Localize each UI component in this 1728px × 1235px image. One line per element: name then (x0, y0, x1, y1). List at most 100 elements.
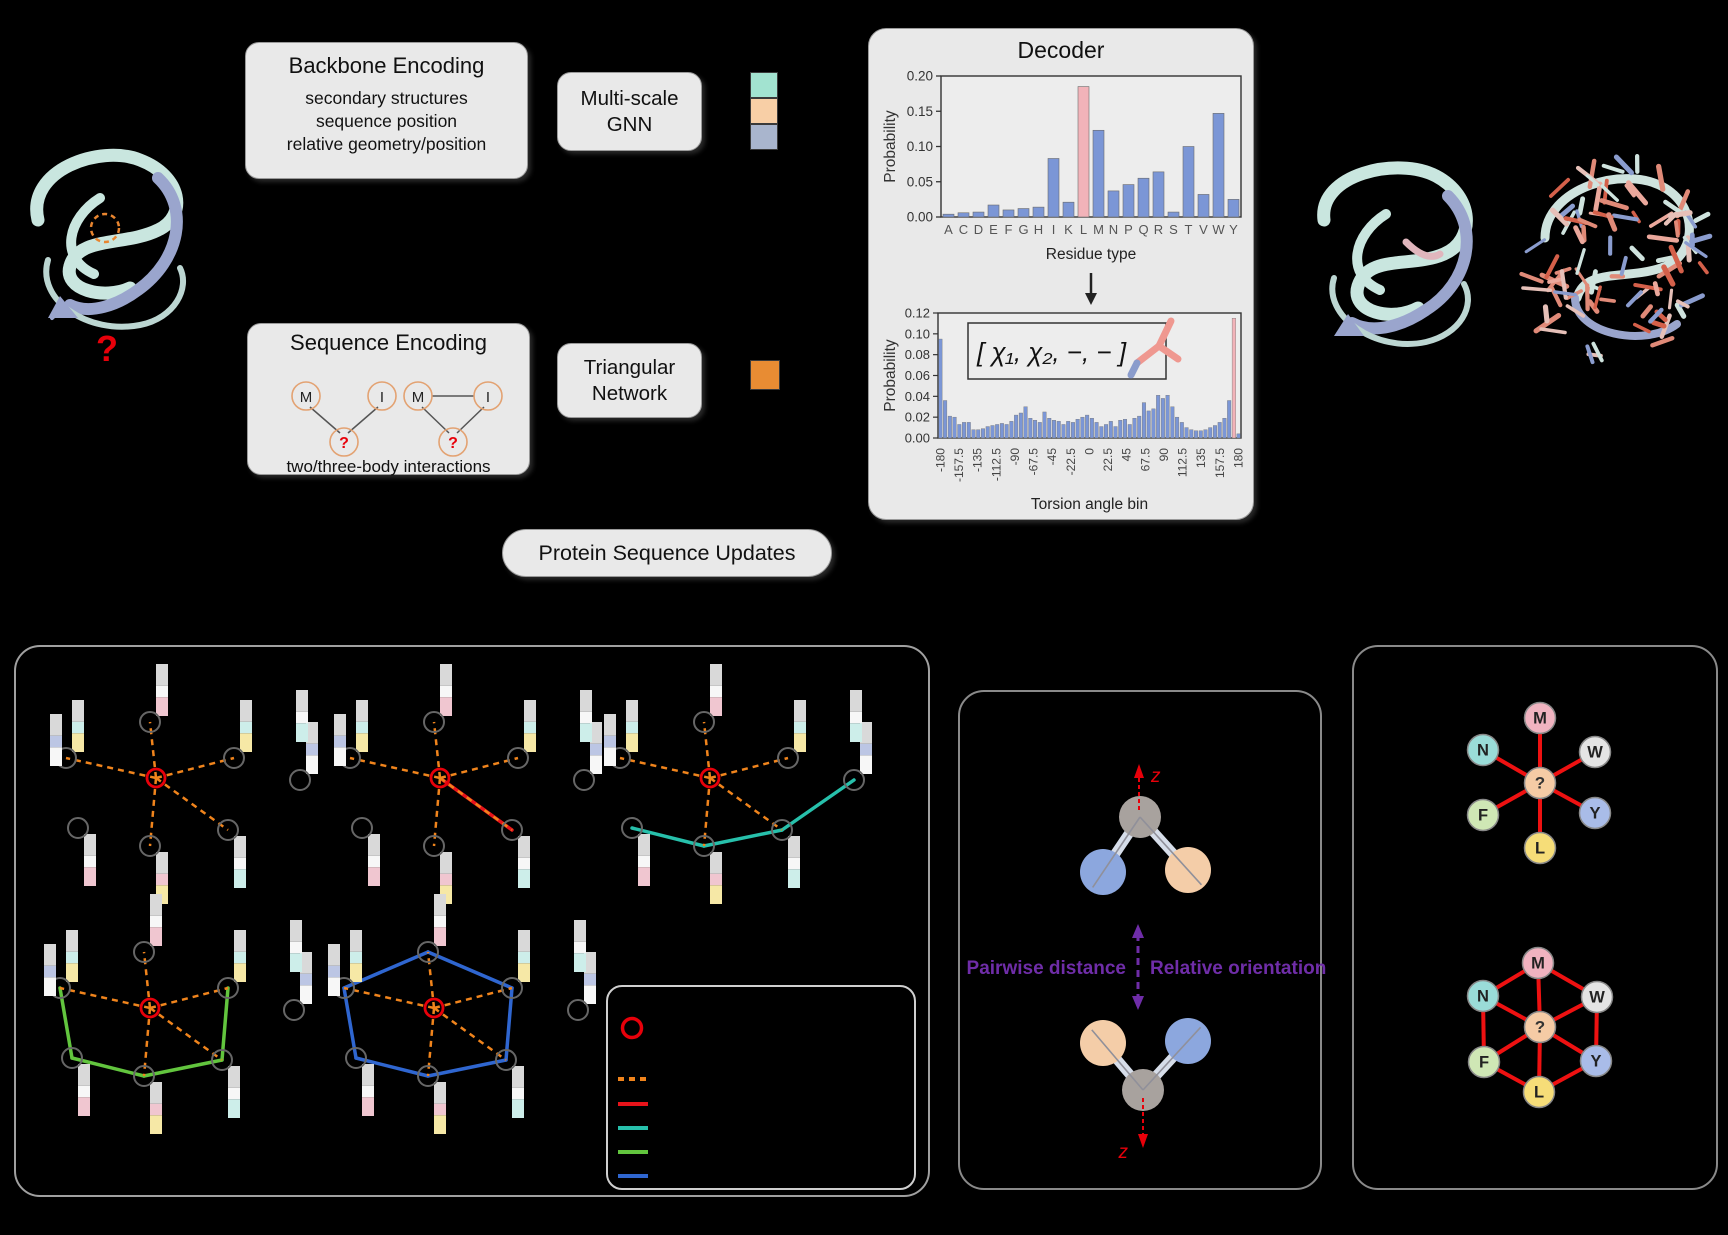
atom-stick (1651, 320, 1667, 329)
atom-stick (1599, 198, 1629, 211)
atom-stick (1697, 261, 1709, 275)
graph-motif-blue (328, 894, 596, 1134)
atom-stick (1655, 255, 1674, 264)
star-neighborhood-graph: M W Y L F N? (1466, 701, 1612, 865)
neighbor-node (495, 1049, 517, 1071)
sequence-encoding-title: Sequence Encoding (290, 330, 487, 355)
y-tick-label: 0.20 (907, 69, 933, 84)
atom-stick (1625, 290, 1643, 308)
atom-stick (1667, 210, 1693, 219)
chart-bar (1137, 177, 1150, 218)
atom-stick (1593, 181, 1603, 212)
chart-bar (1122, 184, 1135, 218)
graph-node-l (1522, 1075, 1556, 1109)
residue-feature-bar (44, 944, 56, 996)
y-tick-label: 0.00 (905, 431, 930, 446)
chart-bar (1023, 406, 1028, 439)
chart-bar (1056, 421, 1061, 439)
graph-node-m (1521, 946, 1555, 980)
center-unknown-node (423, 997, 445, 1019)
backbone-feature-line: secondary structures (305, 88, 468, 108)
chart-bar (1047, 418, 1052, 439)
x-tick-label: A (944, 222, 953, 237)
ribbon-strand (30, 148, 184, 300)
knn-edge (709, 776, 783, 832)
interaction-mini-graphs: M I ? M I ? (291, 381, 503, 457)
knn-edge (709, 756, 789, 780)
atom-stick (1587, 158, 1597, 190)
atom-stick (1629, 245, 1645, 262)
multiscale-gnn-label: Multi-scale (580, 86, 679, 110)
residue-feature-bar (228, 1066, 240, 1118)
chart-bar (1061, 424, 1066, 439)
atom-stick (1661, 264, 1676, 287)
graph-node-m (1523, 701, 1557, 735)
chart-bar (938, 338, 943, 439)
y-tick-label: 0.02 (905, 410, 930, 425)
chart-bar (1113, 426, 1118, 439)
residue-feature-bar (334, 714, 346, 766)
residue-feature-bar (788, 836, 800, 888)
three-body-graph: M I ? (403, 381, 503, 457)
neighbor-node (133, 1065, 155, 1087)
backbone-encoding-box: Backbone Encoding secondary structures s… (245, 42, 528, 179)
protein-structure-predicted (1317, 161, 1473, 347)
graph-motif-teal (604, 664, 872, 904)
chart-bar (1018, 412, 1023, 439)
two-body-graph: M I ? (291, 381, 397, 457)
neighbor-node (567, 999, 589, 1021)
residue-feature-bar (518, 836, 530, 888)
chart-bar (1052, 420, 1056, 439)
residue-feature-bar (794, 700, 806, 752)
x-tick-label: S (1169, 222, 1178, 237)
chart-bar (943, 400, 948, 439)
knn-edge (349, 756, 441, 780)
atom-stick (1673, 220, 1680, 238)
neighbor-node (501, 977, 523, 999)
scale-edge (780, 778, 856, 832)
neighbor-node (771, 819, 793, 841)
x-tick-label: G (1018, 222, 1028, 237)
sidechain-fragment-icon (1127, 317, 1182, 379)
motif-legend-markers (618, 1016, 648, 1178)
x-tick-label: P (1124, 222, 1133, 237)
ribbon-strand (43, 257, 187, 330)
chart-bar (966, 422, 971, 439)
highlighted-residue-circle (89, 212, 121, 244)
knn-edge (65, 756, 157, 780)
graph-node-label: M (1533, 710, 1547, 728)
chart-bar (1042, 411, 1047, 439)
triangular-network-label: Triangular (583, 355, 676, 379)
graph-node-label: N (1477, 988, 1489, 1006)
backbone-feature-line: sequence position (315, 111, 458, 132)
atom-stick (1577, 196, 1586, 216)
graph-node-label: M (1531, 955, 1545, 973)
chart-bar (1184, 427, 1189, 439)
residue-feature-bar (604, 714, 616, 766)
x-tick-label: F (1005, 222, 1013, 237)
residue-feature-bar (362, 1064, 374, 1116)
gnn-feature-swatches (750, 72, 778, 150)
neighbor-node (289, 769, 311, 791)
residue-frame-top (1080, 796, 1211, 895)
center-unknown-node (139, 997, 161, 1019)
neighbor-node (777, 747, 799, 769)
x-tick-label: Q (1138, 222, 1148, 237)
chart-bar (1179, 422, 1184, 439)
chart-bar (947, 415, 952, 439)
graph-node-f (1466, 798, 1500, 832)
x-tick-label: 0 (1082, 448, 1096, 455)
x-tick-label: 45 (1120, 448, 1134, 462)
scale-edge (354, 1056, 430, 1078)
ribbon-strand (66, 193, 105, 279)
residue-feature-bar (574, 920, 586, 972)
chart-bar (987, 204, 1000, 218)
atom-stick (1577, 217, 1598, 229)
residue-feature-bar (590, 722, 602, 774)
knn-edge (59, 986, 151, 1010)
chart-bar (1089, 418, 1094, 439)
atom-stick (1519, 271, 1544, 284)
atom-stick (1581, 224, 1587, 243)
atom-stick (1648, 307, 1664, 324)
triangular-network-swatch (750, 360, 780, 390)
